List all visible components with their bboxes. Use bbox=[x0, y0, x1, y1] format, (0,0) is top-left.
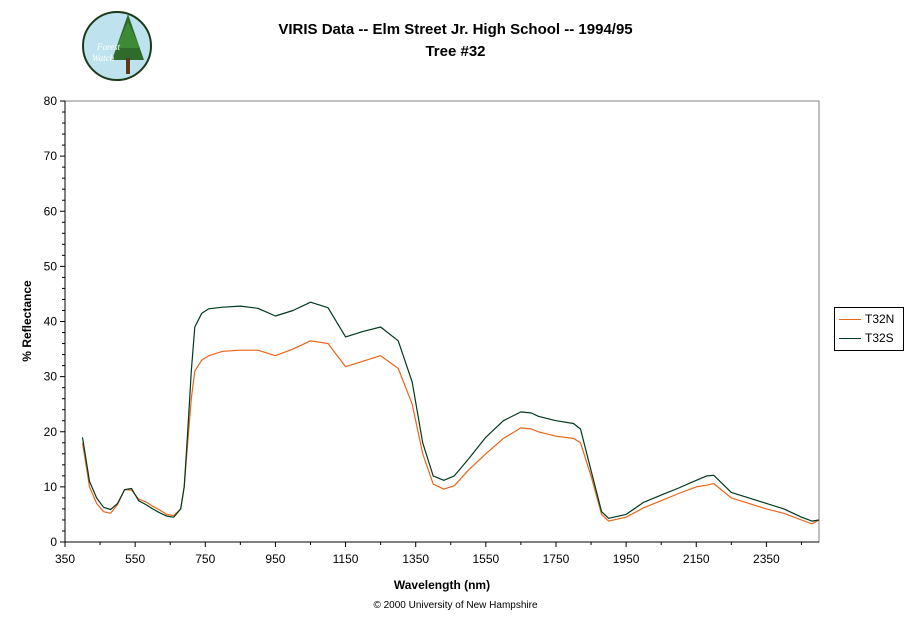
y-tick-label: 0 bbox=[50, 535, 57, 549]
x-tick-label: 350 bbox=[55, 552, 75, 566]
legend-item-t32n: T32N bbox=[839, 311, 894, 327]
axes: 0 10 20 30 40 50 60 70 80 350 550 750 950 1150 1350 155… bbox=[44, 94, 819, 566]
y-tick-label: 20 bbox=[44, 425, 58, 439]
x-tick-label: 1150 bbox=[333, 552, 359, 566]
legend: T32N T32S bbox=[834, 307, 904, 351]
logo-text-2: Watch bbox=[92, 53, 115, 63]
y-tick-label: 80 bbox=[44, 94, 58, 108]
legend-label-t32s: T32S bbox=[865, 331, 894, 345]
logo-trunk bbox=[126, 58, 130, 74]
legend-swatch-t32n bbox=[839, 318, 861, 320]
x-tick-label: 950 bbox=[265, 552, 285, 566]
x-tick-label: 2350 bbox=[753, 552, 780, 566]
legend-item-t32s: T32S bbox=[839, 330, 894, 346]
forest-watch-logo: Forest Watch bbox=[82, 11, 152, 81]
x-tick-label: 550 bbox=[125, 552, 145, 566]
series-line-t32n bbox=[81, 340, 820, 525]
x-tick-label: 1550 bbox=[472, 552, 499, 566]
chart-subtitle: Tree #32 bbox=[425, 43, 486, 60]
series-line-t32s bbox=[81, 301, 820, 522]
y-tick-label: 70 bbox=[44, 149, 58, 163]
x-tick-label: 2150 bbox=[683, 552, 710, 566]
x-tick-label: 1350 bbox=[402, 552, 429, 566]
x-axis-label: Wavelength (nm) bbox=[394, 578, 490, 592]
y-axis-label: % Reflectance bbox=[20, 280, 34, 362]
y-tick-label: 60 bbox=[44, 204, 58, 218]
legend-swatch-t32s bbox=[839, 337, 861, 339]
legend-label-t32n: T32N bbox=[865, 312, 895, 326]
y-tick-label: 50 bbox=[44, 259, 58, 273]
series-group bbox=[81, 301, 820, 525]
x-tick-label: 1750 bbox=[543, 552, 570, 566]
y-tick-label: 40 bbox=[44, 315, 58, 329]
logo-tree-top bbox=[116, 22, 140, 48]
chart-title: VIRIS Data -- Elm Street Jr. High School… bbox=[278, 21, 633, 38]
copyright-footer: © 2000 University of New Hampshire bbox=[373, 600, 538, 611]
logo-text-1: Forest bbox=[96, 42, 121, 52]
y-tick-label: 10 bbox=[44, 480, 58, 494]
y-tick-label: 30 bbox=[44, 370, 58, 384]
x-tick-label: 1950 bbox=[613, 552, 640, 566]
x-tick-label: 750 bbox=[195, 552, 215, 566]
